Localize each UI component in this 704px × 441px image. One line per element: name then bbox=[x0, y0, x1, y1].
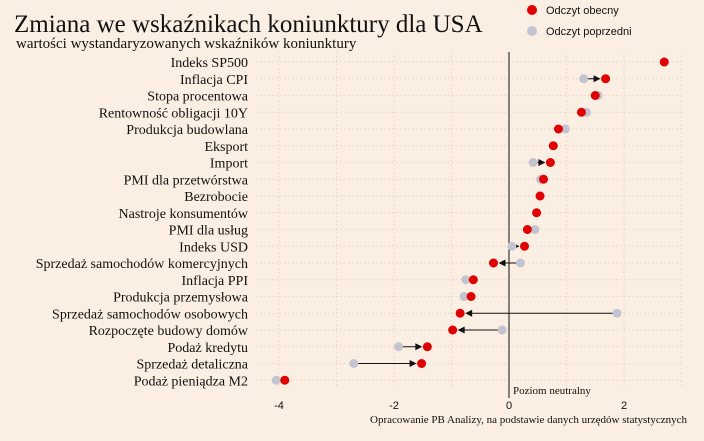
point-current bbox=[422, 342, 432, 352]
chart-subtitle: wartości wystandaryzowanych wskaźników k… bbox=[16, 36, 357, 52]
point-previous bbox=[394, 342, 404, 352]
category-label: Bezrobocie bbox=[184, 190, 248, 205]
point-current bbox=[576, 107, 586, 117]
chart-title: Zmiana we wskaźnikach koniunktury dla US… bbox=[14, 11, 483, 38]
point-current bbox=[468, 275, 478, 285]
category-label: Indeks SP500 bbox=[171, 56, 248, 71]
category-label: Import bbox=[210, 157, 248, 172]
change-arrows bbox=[353, 75, 618, 367]
point-previous bbox=[612, 308, 622, 318]
point-current bbox=[417, 359, 427, 368]
category-label: Podaż kredytu bbox=[168, 341, 248, 356]
category-label: Produkcja budowlana bbox=[126, 123, 248, 138]
neutral-reference-label: Poziom neutralny bbox=[513, 385, 591, 397]
category-label: PMI dla usług bbox=[169, 224, 248, 239]
category-label: Produkcja przemysłowa bbox=[113, 291, 249, 306]
change-arrow bbox=[353, 360, 417, 367]
point-current bbox=[448, 325, 458, 335]
point-previous bbox=[579, 74, 589, 84]
point-previous bbox=[530, 225, 540, 234]
change-arrow bbox=[457, 326, 503, 334]
point-current bbox=[539, 174, 548, 184]
legend-marker-current bbox=[527, 5, 537, 15]
x-tick-label: -4 bbox=[274, 400, 284, 412]
point-current bbox=[280, 375, 290, 385]
point-previous bbox=[516, 258, 525, 268]
x-tick-label: 2 bbox=[621, 400, 627, 412]
category-label: Sprzedaż samochodów komercyjnych bbox=[36, 257, 248, 272]
legend-marker-previous bbox=[527, 26, 537, 36]
category-label: Podaż pieniądza M2 bbox=[134, 374, 248, 389]
category-label: Rentowność obligacji 10Y bbox=[99, 106, 248, 121]
legend-label-previous: Odczyt poprzedni bbox=[546, 26, 632, 38]
point-current bbox=[466, 292, 476, 301]
source-note: Opracowanie PB Analizy, na podstawie dan… bbox=[370, 414, 687, 426]
point-current bbox=[488, 258, 498, 268]
point-current bbox=[553, 124, 563, 134]
point-current bbox=[601, 74, 611, 84]
x-tick-label: 0 bbox=[506, 400, 512, 412]
category-label: Inflacja CPI bbox=[180, 73, 248, 88]
point-current bbox=[545, 158, 555, 167]
point-previous bbox=[507, 241, 517, 251]
category-label: Eksport bbox=[204, 140, 248, 155]
category-label: Rozpoczęte budowy domów bbox=[89, 324, 249, 339]
point-current bbox=[522, 225, 532, 234]
point-current bbox=[520, 241, 530, 251]
category-label: PMI dla przetwórstwa bbox=[124, 173, 249, 188]
grid bbox=[256, 52, 682, 388]
point-previous bbox=[349, 359, 359, 368]
point-previous bbox=[560, 124, 570, 134]
data-points bbox=[271, 57, 669, 385]
x-tick-label: -2 bbox=[389, 400, 399, 412]
legend-label-current: Odczyt obecny bbox=[546, 5, 619, 17]
point-previous bbox=[461, 275, 471, 285]
legend: Odczyt obecny Odczyt poprzedni bbox=[527, 5, 632, 38]
category-label: Sprzedaż detaliczna bbox=[136, 358, 248, 373]
point-current bbox=[532, 208, 542, 218]
category-label: Indeks USD bbox=[179, 240, 248, 255]
category-label: Nastroje konsumentów bbox=[119, 207, 249, 222]
point-current bbox=[590, 91, 600, 100]
point-previous bbox=[271, 375, 281, 385]
change-arrow bbox=[465, 309, 618, 317]
category-label: Inflacja PPI bbox=[182, 274, 249, 289]
point-previous bbox=[528, 158, 538, 167]
category-labels: Indeks SP500 Inflacja CPI Stopa procentowa… bbox=[36, 56, 249, 389]
point-current bbox=[548, 141, 558, 151]
point-previous bbox=[459, 292, 469, 301]
point-current bbox=[455, 308, 465, 318]
point-previous bbox=[497, 325, 507, 335]
point-current bbox=[659, 57, 669, 67]
category-label: Sprzedaż samochodów osobowych bbox=[52, 307, 248, 322]
point-current bbox=[535, 191, 545, 201]
category-label: Stopa procentowa bbox=[147, 90, 248, 105]
x-axis-ticks: -4 -2 0 2 bbox=[274, 400, 627, 412]
